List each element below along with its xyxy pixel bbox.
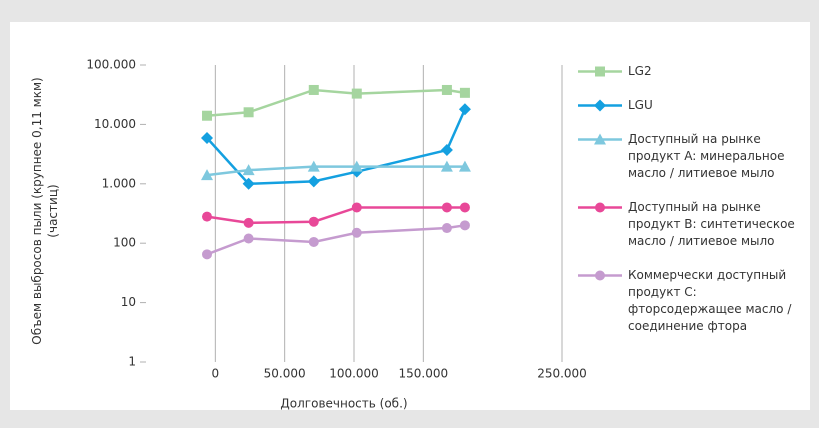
legend-label: Коммерчески доступный продукт C: фторсод… — [628, 268, 792, 333]
legend: LG2 LGU Доступный на рынке продукт A: мине… — [578, 63, 798, 352]
marker — [243, 233, 254, 244]
marker — [308, 216, 319, 227]
marker — [308, 236, 319, 247]
marker — [350, 160, 363, 172]
marker — [441, 202, 452, 213]
marker — [201, 132, 214, 145]
y-tick-label: 1 — [128, 355, 136, 369]
legend-entry: Доступный на рынке продукт B: синтетичес… — [578, 199, 798, 250]
legend-label: LGU — [628, 98, 653, 112]
marker — [308, 84, 319, 95]
x-tick-label: 0 — [212, 367, 220, 381]
legend-entry: Коммерчески доступный продукт C: фторсод… — [578, 267, 798, 335]
y-tick-label: 10 — [121, 295, 136, 309]
legend-label: Доступный на рынке продукт B: синтетичес… — [628, 200, 795, 248]
legend-label: Доступный на рынке продукт A: минерально… — [628, 132, 785, 180]
marker — [201, 169, 214, 181]
y-axis-label: Объем выбросов пыли (крупнее 0,11 мкм) (… — [30, 77, 60, 345]
x-tick-label: 150.000 — [399, 367, 449, 381]
y-tick-label: 10.000 — [94, 117, 136, 131]
legend-label: LG2 — [628, 64, 652, 78]
marker — [595, 270, 605, 281]
marker — [459, 220, 470, 231]
marker — [440, 144, 453, 157]
marker — [242, 164, 255, 176]
panel — [10, 22, 810, 410]
legend-swatch — [578, 202, 622, 213]
legend-entry: LG2 — [578, 63, 798, 80]
legend-entry: Доступный на рынке продукт A: минерально… — [578, 131, 798, 182]
marker — [595, 66, 605, 77]
x-tick-label: 250.000 — [537, 367, 587, 381]
legend-entry: LGU — [578, 97, 798, 114]
legend-swatch — [578, 66, 622, 77]
marker — [351, 227, 362, 238]
x-tick-label: 100.000 — [329, 367, 379, 381]
series-line — [206, 108, 467, 186]
legend-swatch — [578, 99, 622, 112]
marker — [243, 217, 254, 228]
x-tick-label: 50.000 — [264, 367, 306, 381]
y-tick-label: 100.000 — [86, 58, 136, 72]
marker — [242, 177, 255, 190]
marker — [441, 84, 452, 95]
marker — [351, 202, 362, 213]
marker — [202, 211, 213, 222]
marker — [202, 249, 213, 260]
marker — [459, 87, 470, 98]
marker — [594, 99, 606, 112]
y-tick-label: 100 — [113, 236, 136, 250]
marker — [307, 160, 320, 172]
x-axis-label: Долговечность (об.) — [280, 397, 407, 411]
marker — [441, 223, 452, 234]
marker — [458, 160, 471, 172]
legend-swatch — [578, 133, 622, 145]
marker — [459, 202, 470, 213]
marker — [202, 110, 213, 121]
marker — [243, 107, 254, 118]
y-tick-label: 1.000 — [102, 176, 136, 190]
marker — [307, 175, 320, 188]
legend-swatch — [578, 270, 622, 281]
marker — [458, 103, 471, 116]
marker — [595, 202, 605, 213]
marker — [440, 160, 453, 172]
marker — [351, 88, 362, 99]
marker — [594, 133, 606, 145]
